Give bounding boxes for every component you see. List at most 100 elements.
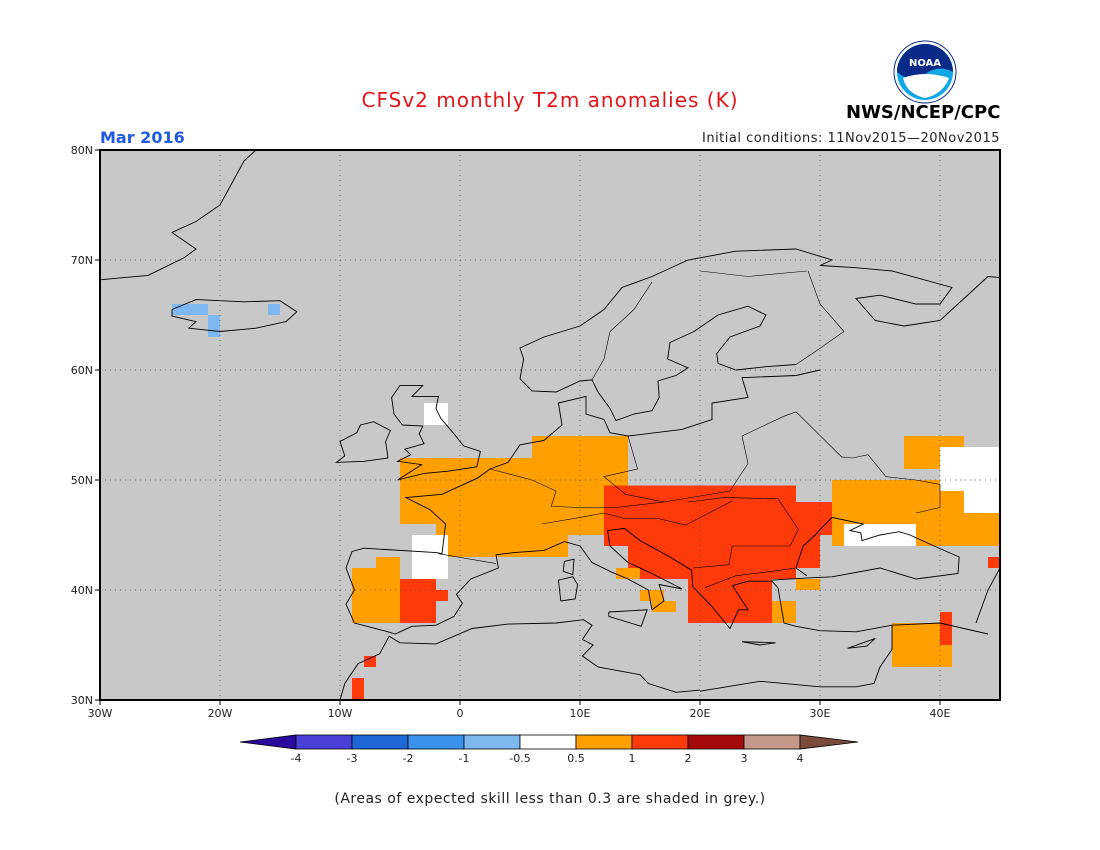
y-tick-label: 50N — [71, 474, 93, 487]
country-border — [591, 281, 653, 381]
coastline — [351, 369, 821, 555]
colorbar: -4 -3 -2 -1 -0.5 0.5 1 2 3 4 — [239, 734, 859, 765]
coastline — [391, 384, 481, 481]
colorbar-label: -4 — [291, 752, 302, 765]
anomaly-cell — [352, 568, 400, 623]
colorbar-label: 4 — [797, 752, 804, 765]
country-border — [704, 567, 797, 589]
coastline — [847, 637, 876, 649]
y-tick-label: 30N — [71, 694, 93, 707]
coastline — [557, 576, 579, 602]
anomaly-cell — [640, 590, 664, 601]
map-frame — [99, 149, 1001, 701]
coastline — [519, 248, 1000, 379]
anomaly-cell — [604, 513, 628, 524]
anomaly-cell — [784, 502, 832, 535]
anomaly-cell — [652, 601, 676, 612]
x-tick-label: 0 — [457, 707, 464, 720]
colorbar-segment — [743, 734, 801, 750]
x-tick-label: 10W — [328, 707, 353, 720]
colorbar-segment — [295, 734, 353, 750]
noaa-logo: NOAA — [893, 40, 957, 104]
coastline — [608, 609, 648, 627]
anomaly-cell — [208, 315, 220, 337]
x-tick-label: 30W — [88, 707, 113, 720]
logo-text: NOAA — [909, 58, 941, 69]
coastlines — [100, 150, 1000, 700]
colorbar-label: -1 — [459, 752, 470, 765]
x-tick-label: 40E — [930, 707, 951, 720]
colorbar-segment — [631, 734, 689, 750]
country-border — [699, 270, 807, 277]
initial-conditions: Initial conditions: 11Nov2015—20Nov2015 — [702, 131, 1000, 146]
x-tick-label: 10E — [570, 707, 591, 720]
colorbar-segment — [687, 734, 745, 750]
anomaly-cell — [940, 612, 952, 623]
anomaly-cell — [436, 590, 448, 601]
forecast-month: Mar 2016 — [100, 128, 185, 147]
map-background — [100, 150, 1000, 700]
anomaly-cell — [400, 579, 436, 623]
anomaly-cell — [796, 579, 820, 590]
anomaly-cell — [364, 656, 376, 667]
country-border — [603, 435, 665, 503]
colorbar-segment — [351, 734, 409, 750]
colorbar-segment — [407, 734, 465, 750]
anomaly-cell — [940, 623, 952, 645]
coastline — [891, 622, 989, 635]
y-tick-label: 40N — [71, 584, 93, 597]
anomaly-cell — [772, 601, 796, 623]
colorbar-label: 3 — [741, 752, 748, 765]
country-border — [687, 497, 799, 569]
coastline — [741, 641, 776, 646]
colorbar-segment — [519, 734, 577, 750]
grid-lines — [100, 150, 1000, 700]
coastline — [100, 150, 257, 281]
anomaly-cell — [916, 524, 1000, 546]
country-border — [541, 500, 733, 526]
x-tick-label: 20E — [690, 707, 711, 720]
colorbar-arrow-right — [799, 734, 859, 750]
coastline — [171, 299, 298, 332]
coastline — [335, 421, 391, 463]
colorbar-label: -0.5 — [509, 752, 530, 765]
anomaly-cell — [268, 304, 280, 315]
anomaly-cell — [376, 557, 400, 568]
y-tick-label: 70N — [71, 254, 93, 267]
coastline — [562, 558, 575, 576]
colorbar-arrow-left — [239, 734, 297, 750]
colorbar-label: 0.5 — [567, 752, 585, 765]
country-border — [489, 435, 749, 508]
country-border — [438, 553, 497, 564]
colorbar-label: 2 — [685, 752, 692, 765]
x-tick-label: 20W — [208, 707, 233, 720]
anomaly-cell — [352, 678, 364, 700]
country-border — [741, 411, 941, 514]
anomaly-cell — [964, 469, 1000, 513]
y-axis-ticks: 80N 70N 60N 50N 40N 30N — [71, 144, 100, 707]
x-tick-label: 30E — [810, 707, 831, 720]
colorbar-segment — [463, 734, 521, 750]
country-border — [795, 270, 845, 365]
anomaly-cell — [172, 304, 196, 315]
footnote: (Areas of expected skill less than 0.3 a… — [334, 791, 766, 807]
coastline — [771, 516, 960, 581]
colorbar-label: -3 — [347, 752, 358, 765]
anomaly-cell — [412, 535, 448, 579]
anomaly-cell — [688, 568, 772, 623]
agency-label: NWS/NCEP/CPC — [846, 102, 1001, 123]
coastline — [339, 619, 701, 700]
anomaly-cell — [616, 568, 640, 579]
colorbar-segment — [575, 734, 633, 750]
map-title: CFSv2 monthly T2m anomalies (K) — [361, 88, 739, 112]
coastline — [519, 305, 797, 422]
y-tick-label: 60N — [71, 364, 93, 377]
coastline — [975, 567, 1000, 624]
anomaly-cell — [988, 557, 1000, 568]
x-axis-ticks: 30W 20W 10W 0 10E 20E 30E 40E — [88, 700, 951, 720]
anomaly-cell — [556, 524, 580, 535]
coastline — [345, 527, 893, 692]
colorbar-label: 1 — [629, 752, 636, 765]
y-tick-label: 80N — [71, 144, 93, 157]
